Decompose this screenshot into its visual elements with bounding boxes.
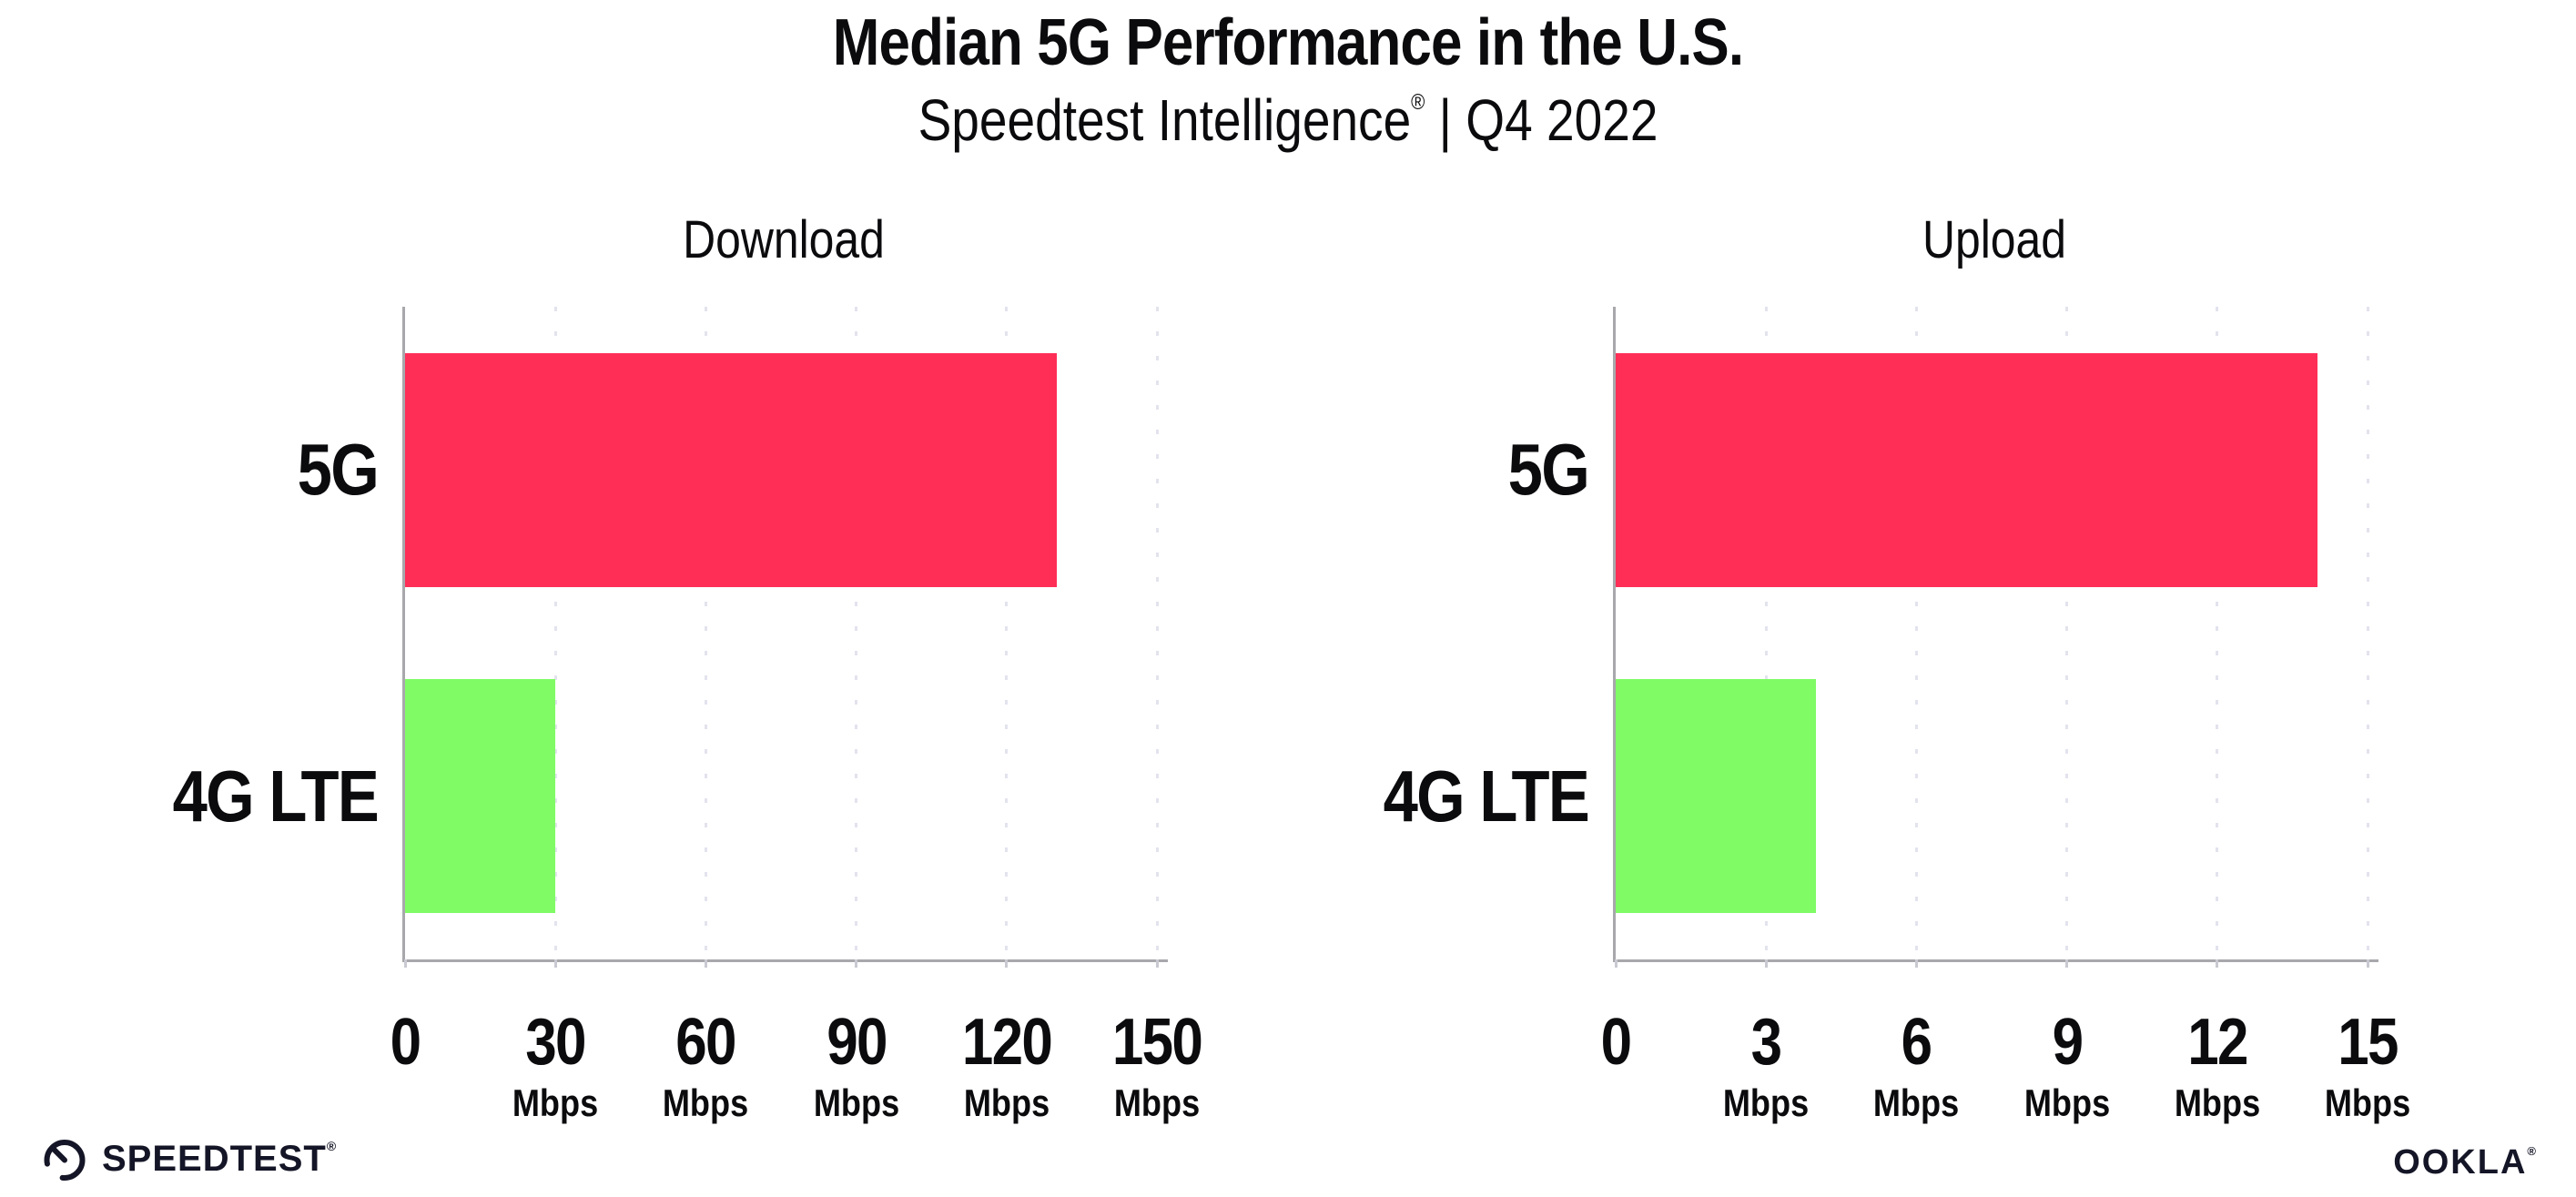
gridline-9 [2065,307,2069,959]
download-plot-area: 0 30 Mbps 60 Mbps 90 Mbps 120 Mbps 150 Mbps 5G 4G LT… [173,307,1203,1122]
x-tick-label-9: 9 Mbps [1973,1009,2160,1122]
x-tick-unit: Mbps [813,1081,899,1124]
upload-plot-area: 0 3 Mbps 6 Mbps 9 Mbps 12 Mbps 15 Mbps 5G 4G LTE [1384,307,2410,1122]
x-tick-value: 120 [961,1006,1053,1079]
x-tick-unit: Mbps [2023,1081,2110,1124]
gridline-90 [855,307,858,959]
registered-trademark-icon: ® [1411,90,1425,115]
axis-tickmark-30 [553,959,557,968]
upload-chart-title: Upload [1922,210,2067,269]
axis-tickmark-6 [1914,959,1918,968]
gridline-6 [1914,307,1918,959]
gridline-15 [2366,307,2369,959]
x-tick-unit: Mbps [663,1081,749,1124]
ookla-wordmark: OOKLA® [2393,1143,2538,1182]
x-tick-unit: Mbps [1723,1081,1810,1124]
axis-tickmark-60 [704,959,707,968]
page-title: Median 5G Performance in the U.S. [832,6,1744,79]
axis-tickmark-15 [2366,959,2369,968]
bar-5g [405,352,1057,587]
x-tick-value: 0 [390,1006,421,1079]
x-tick-unit: Mbps [1873,1081,1960,1124]
x-tick-value: 150 [1111,1006,1203,1079]
speedtest-gauge-icon [44,1140,86,1181]
download-chart-title: Download [683,210,885,269]
speedtest-logo: SPEEDTEST® [40,1134,337,1183]
x-tick-label-6: 6 Mbps [1822,1009,2010,1122]
axis-tickmark-0 [403,959,407,968]
x-tick-value: 0 [1600,1006,1632,1079]
gridline-150 [1155,307,1159,959]
gridline-12 [2216,307,2219,959]
x-tick-label-0: 0 [1522,1009,1709,1075]
axis-tickmark-12 [2216,959,2219,968]
ookla-registered-icon: ® [2527,1144,2538,1158]
category-label-4g-lte: 4G LTE [1383,755,1590,837]
axis-tickmark-150 [1155,959,1159,968]
axis-tickmark-120 [1005,959,1009,968]
gridline-120 [1005,307,1009,959]
ookla-logo: OOKLA® [2393,1143,2538,1182]
subtitle-brand: Speedtest Intelligence [918,87,1412,153]
upload-chart: Upload 0 3 Mbps 6 Mbps 9 Mbps 12 Mbps 15 Mbps 5G 4G … [1322,209,2411,1122]
axis-tickmark-0 [1614,959,1618,968]
x-tick-label-15: 15 Mbps [2274,1009,2461,1122]
gridline-3 [1764,307,1768,959]
x-tick-label-90: 90 Mbps [762,1009,949,1122]
speedtest-registered-icon: ® [326,1138,338,1153]
axis-tickmark-90 [855,959,858,968]
axis-tickmark-9 [2065,959,2069,968]
x-tick-label-120: 120 Mbps [913,1009,1100,1122]
x-tick-label-3: 3 Mbps [1672,1009,1860,1122]
gridline-60 [704,307,707,959]
x-tick-label-0: 0 [311,1009,499,1075]
subtitle-period: | Q4 2022 [1425,87,1658,153]
bar-4g-lte [405,679,556,914]
x-tick-label-12: 12 Mbps [2124,1009,2311,1122]
x-tick-unit: Mbps [2324,1081,2411,1124]
x-tick-value: 15 [2338,1006,2399,1079]
speedtest-label: SPEEDTEST [102,1138,327,1179]
x-tick-value: 6 [1902,1006,1932,1079]
category-label-4g-lte: 4G LTE [172,755,380,837]
x-tick-label-150: 150 Mbps [1063,1009,1251,1122]
bar-4g-lte [1616,679,1817,914]
axis-tickmark-3 [1764,959,1768,968]
ookla-label: OOKLA [2393,1143,2528,1182]
x-tick-unit: Mbps [963,1081,1050,1124]
x-tick-unit: Mbps [512,1081,599,1124]
category-label-5g: 5G [1507,429,1590,511]
speedtest-wordmark: SPEEDTEST® [102,1139,337,1180]
x-tick-unit: Mbps [2174,1081,2260,1124]
x-tick-value: 12 [2187,1006,2248,1079]
page-subtitle: Speedtest Intelligence® | Q4 2022 [180,87,2396,155]
x-tick-label-30: 30 Mbps [461,1009,649,1122]
x-tick-label-60: 60 Mbps [612,1009,799,1122]
download-chart: Download 0 30 Mbps 60 Mbps 90 Mbps 120 Mbps 150 Mb… [111,209,1203,1122]
x-tick-value: 60 [675,1006,737,1079]
bar-5g [1616,352,2317,587]
category-label-5g: 5G [297,429,380,511]
gridline-30 [553,307,557,959]
x-tick-value: 90 [826,1006,887,1079]
x-tick-value: 30 [525,1006,586,1079]
x-tick-value: 9 [2052,1006,2083,1079]
x-tick-value: 3 [1750,1006,1782,1079]
x-tick-unit: Mbps [1113,1081,1201,1124]
